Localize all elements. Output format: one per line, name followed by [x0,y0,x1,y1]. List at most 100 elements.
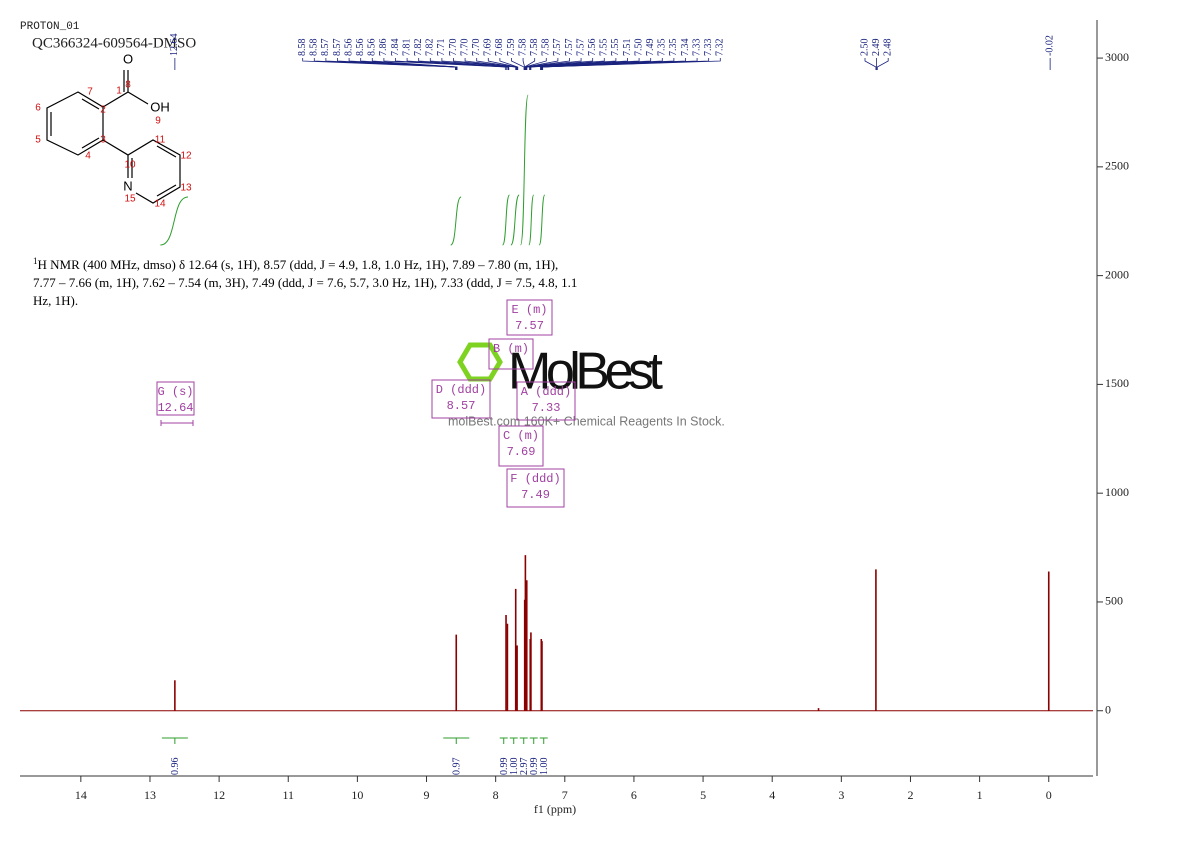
peak-label: -0.02 [1044,35,1055,56]
peak-label-connector [371,58,458,70]
multiplet-shift: 7.57 [515,319,544,333]
y-tick-label: 2000 [1105,267,1129,281]
peak-label: 7.68 [494,39,505,57]
y-tick-label: 500 [1105,594,1123,608]
integral-curve [528,194,535,246]
peak-label: 7.55 [610,39,621,57]
peak-label-connector [864,58,877,70]
peak-label: 2.49 [871,39,882,57]
multiplet-box [506,299,553,336]
peak-label-connector [524,58,582,70]
peak-label: 2.48 [882,39,893,57]
sample-name: QC366324-609564-DMSO [32,35,196,51]
peak-label: 7.86 [378,39,389,57]
atom-label: N [123,178,132,193]
carboxyl [102,70,149,108]
multiplet-label: C (m) [503,429,539,443]
x-tick-label: 8 [493,788,499,802]
x-tick-label: 5 [700,788,706,802]
peak-label-connector [526,58,617,70]
integral-curve [450,196,462,246]
x-tick-label: 7 [562,788,568,802]
peak-label: 7.33 [703,39,714,57]
peak-label: 7.50 [633,39,644,57]
peak-label-connector [441,58,517,70]
description-line: H NMR (400 MHz, dmso) δ 12.64 (s, 1H), 8… [38,257,559,272]
x-tick-label: 13 [144,788,156,802]
atom-number: 12 [180,151,192,162]
superscript: 1 [33,256,38,266]
multiplet-shift: 12.64 [157,401,193,415]
multiplet-shift: 7.33 [532,401,561,415]
multiplet-shift: 8.57 [447,399,476,413]
peak-label: 8.56 [355,39,366,57]
peak-label-connector [876,58,889,70]
peak-label: 7.59 [506,39,517,57]
integral-curve [538,194,546,246]
integral-curve [520,94,529,246]
atom-number: 11 [155,135,166,146]
integral-label: 0.99 [499,758,510,776]
peak-label-connector [542,58,721,70]
x-tick-label: 6 [631,788,637,802]
integral-label: 0.99 [529,758,540,776]
integral-label: 0.97 [452,758,463,776]
atom-number: 14 [154,199,166,210]
atom-number: 15 [124,194,136,205]
multiplet-box [506,468,565,508]
multiplet-box [488,338,534,370]
peak-label-connector [487,58,518,70]
x-tick-label: 4 [769,788,775,802]
y-tick-label: 2500 [1105,159,1129,173]
integral-label: 0.96 [170,758,181,776]
peak-label: 7.35 [668,39,679,57]
pyridine-ring [102,139,181,204]
atom-number: 8 [125,80,131,91]
experiment-name: PROTON_01 [20,21,80,33]
peak-label: 7.55 [599,39,610,57]
peak-label-connector [530,58,652,70]
x-tick-label: 12 [213,788,225,802]
x-axis-title: f1 (ppm) [534,802,576,816]
atom-number: 5 [35,135,41,146]
peak-label: 7.51 [622,39,633,57]
multiplet-shift: 7.69 [507,445,536,459]
peak-label: 7.58 [529,39,540,57]
x-tick-label: 10 [351,788,363,802]
peak-label: 7.71 [436,39,447,57]
peak-label: 7.70 [448,39,459,57]
peak-label-connector [429,58,509,70]
atom-number: 13 [180,183,192,194]
peak-label: 7.58 [517,39,528,57]
peak-label: 8.57 [320,39,331,57]
nmr-description: 7.77 – 7.66 (m, 1H), 7.62 – 7.54 (m, 3H)… [33,275,577,290]
x-tick-label: 14 [75,788,87,802]
logo [457,342,503,382]
atom-number: 7 [87,87,93,98]
multiplet-box [431,379,491,419]
peak-label-connector [524,58,547,70]
peak-label: 7.35 [657,39,668,57]
peak-label: 8.57 [332,39,343,57]
peak-label: 7.70 [471,39,482,57]
multiplet-box [498,425,544,467]
x-tick-label: 1 [977,788,983,802]
multiplet-box [516,381,576,421]
peak-label: 7.33 [691,39,702,57]
integral-curve [502,194,510,246]
peak-label: 7.32 [715,39,726,57]
multiplet-label: G (s) [157,385,193,399]
multiplet-shift: 7.49 [521,488,550,502]
y-tick-label: 1000 [1105,485,1129,499]
x-tick-label: 0 [1046,788,1052,802]
peak-label: 7.69 [483,39,494,57]
peak-label: 7.57 [575,39,586,57]
peak-label: 8.56 [367,39,378,57]
y-tick-label: 1500 [1105,376,1129,390]
integral-label: 1.00 [539,758,550,776]
atom-number: 2 [100,105,106,116]
peak-label: 7.81 [401,39,412,57]
atom-number: 9 [155,116,161,127]
integral-curve [510,194,520,246]
